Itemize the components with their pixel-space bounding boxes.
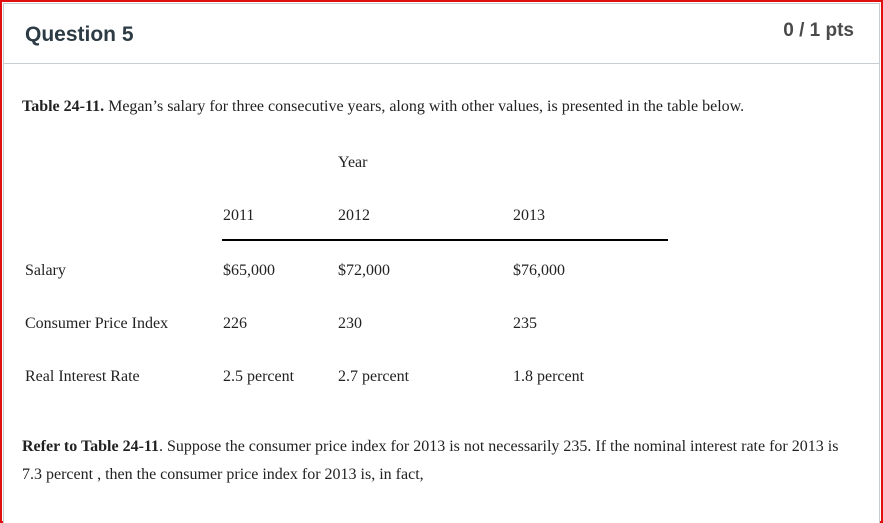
- header-rule: [222, 239, 668, 241]
- prompt-text: . Suppose the consumer price index for 2…: [22, 438, 839, 483]
- question-header: Question 5 0 / 1 pts: [4, 4, 879, 64]
- column-header-2011: 2011: [223, 207, 255, 224]
- table-cell: $65,000: [223, 262, 275, 279]
- prompt-table-reference: Refer to Table 24-11: [22, 438, 160, 455]
- table-intro-text: Megan’s salary for three consecutive yea…: [104, 98, 745, 115]
- table-cell: 1.8 percent: [513, 368, 585, 385]
- column-header-2013: 2013: [513, 207, 545, 224]
- question-title: Question 5: [25, 23, 134, 46]
- table-cell: 226: [223, 315, 247, 332]
- table-cell: $76,000: [513, 262, 565, 279]
- year-header: Year: [338, 154, 368, 171]
- question-prompt: Refer to Table 24-11. Suppose the consum…: [22, 433, 852, 489]
- question-card: Question 5 0 / 1 pts: [3, 3, 880, 523]
- table-intro: Table 24-11. Megan’s salary for three co…: [22, 98, 744, 116]
- table-cell: 230: [338, 315, 362, 332]
- column-header-2012: 2012: [338, 207, 370, 224]
- table-reference: Table 24-11.: [22, 98, 105, 115]
- row-label-real-interest-rate: Real Interest Rate: [25, 368, 140, 385]
- row-label-salary: Salary: [25, 262, 66, 279]
- question-points: 0 / 1 pts: [783, 20, 854, 41]
- table-cell: 235: [513, 315, 537, 332]
- table-cell: $72,000: [338, 262, 390, 279]
- row-label-cpi: Consumer Price Index: [25, 315, 169, 332]
- table-cell: 2.7 percent: [338, 368, 410, 385]
- table-cell: 2.5 percent: [223, 368, 295, 385]
